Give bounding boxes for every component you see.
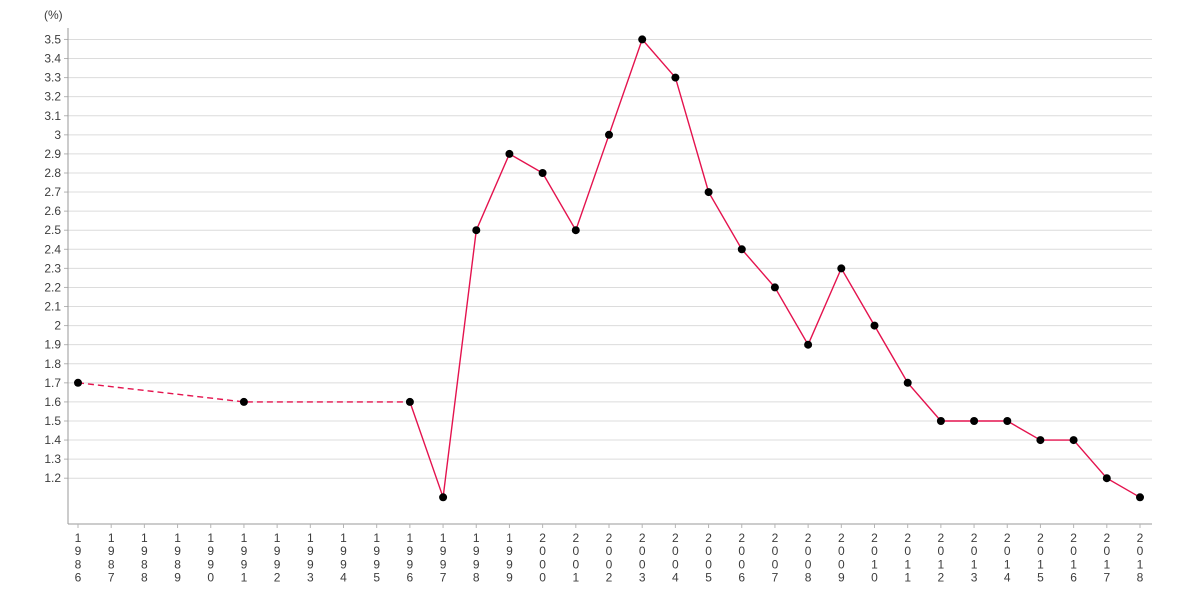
data-point-marker xyxy=(804,340,813,349)
data-point-marker xyxy=(1102,474,1111,483)
y-tick-label: 3.1 xyxy=(44,109,61,123)
y-tick-label: 3.5 xyxy=(44,32,61,46)
data-point-marker xyxy=(903,378,912,387)
data-point-marker xyxy=(439,493,448,502)
y-tick-label: 1.2 xyxy=(44,471,61,485)
y-tick-label: 1.7 xyxy=(44,376,61,390)
data-point-marker xyxy=(936,417,945,425)
data-point-marker xyxy=(605,130,613,139)
y-tick-label: 3.2 xyxy=(44,90,61,104)
data-point-marker xyxy=(837,264,846,273)
y-tick-label: 2.6 xyxy=(44,204,61,218)
data-point-marker xyxy=(770,283,779,292)
y-tick-label: 2 xyxy=(54,319,61,333)
y-tick-label: 1.6 xyxy=(44,395,61,409)
data-point-marker xyxy=(538,169,547,177)
y-tick-label: 2.9 xyxy=(44,147,61,161)
axes xyxy=(64,28,1152,528)
y-tick-label: 2.5 xyxy=(44,223,61,237)
gridlines xyxy=(68,38,1152,479)
y-tick-label: 3.4 xyxy=(44,52,61,66)
y-tick-label: 2.2 xyxy=(44,280,61,294)
data-point-marker xyxy=(737,245,746,254)
data-point-marker xyxy=(1003,417,1012,425)
y-tick-label: 1.8 xyxy=(44,357,61,371)
y-tick-label: 2.1 xyxy=(44,300,61,314)
y-tick-label: 1.4 xyxy=(44,433,61,447)
x-axis-tick-labels: 1 9 8 6 1 9 8 7 1 9 8 8 1 9 8 9 1 9 9 0 1 9 9 1 1 9 9 2 1 9 9 3 1 9 9 4 1 9 9 5… xyxy=(75,531,1144,585)
data-point-marker xyxy=(1036,436,1045,445)
y-axis-unit-label: (%) xyxy=(44,8,63,22)
series-line-dashed xyxy=(77,382,410,403)
data-point-marker xyxy=(1069,436,1078,445)
data-point-marker xyxy=(870,321,879,330)
y-tick-label: 1.5 xyxy=(44,414,61,428)
data-point-marker xyxy=(405,397,414,406)
data-point-marker xyxy=(571,226,580,235)
y-axis-tick-labels: 3.5 3.4 3.3 3.2 3.1 3 2.9 2.8 2.7 2.6 2.5 2.4 2.3 2.2… xyxy=(44,32,61,485)
y-tick-label: 2.8 xyxy=(44,166,61,180)
y-tick-label: 1.9 xyxy=(44,338,61,352)
y-tick-label: 3.3 xyxy=(44,71,61,85)
data-point-marker xyxy=(970,417,979,425)
data-point-marker xyxy=(704,188,713,197)
y-tick-label: 3 xyxy=(54,128,61,142)
data-point-marker xyxy=(472,226,481,235)
data-point-marker xyxy=(239,397,248,406)
data-point-marker xyxy=(505,149,514,158)
y-tick-label: 1.3 xyxy=(44,452,61,466)
data-series xyxy=(74,35,1144,502)
data-point-marker xyxy=(1136,493,1144,502)
data-point-marker xyxy=(638,35,647,44)
y-tick-label: 2.7 xyxy=(44,185,61,199)
y-tick-label: 2.3 xyxy=(44,261,61,275)
data-point-marker xyxy=(671,73,680,82)
y-tick-label: 2.4 xyxy=(44,242,61,256)
data-point-marker xyxy=(74,378,82,387)
